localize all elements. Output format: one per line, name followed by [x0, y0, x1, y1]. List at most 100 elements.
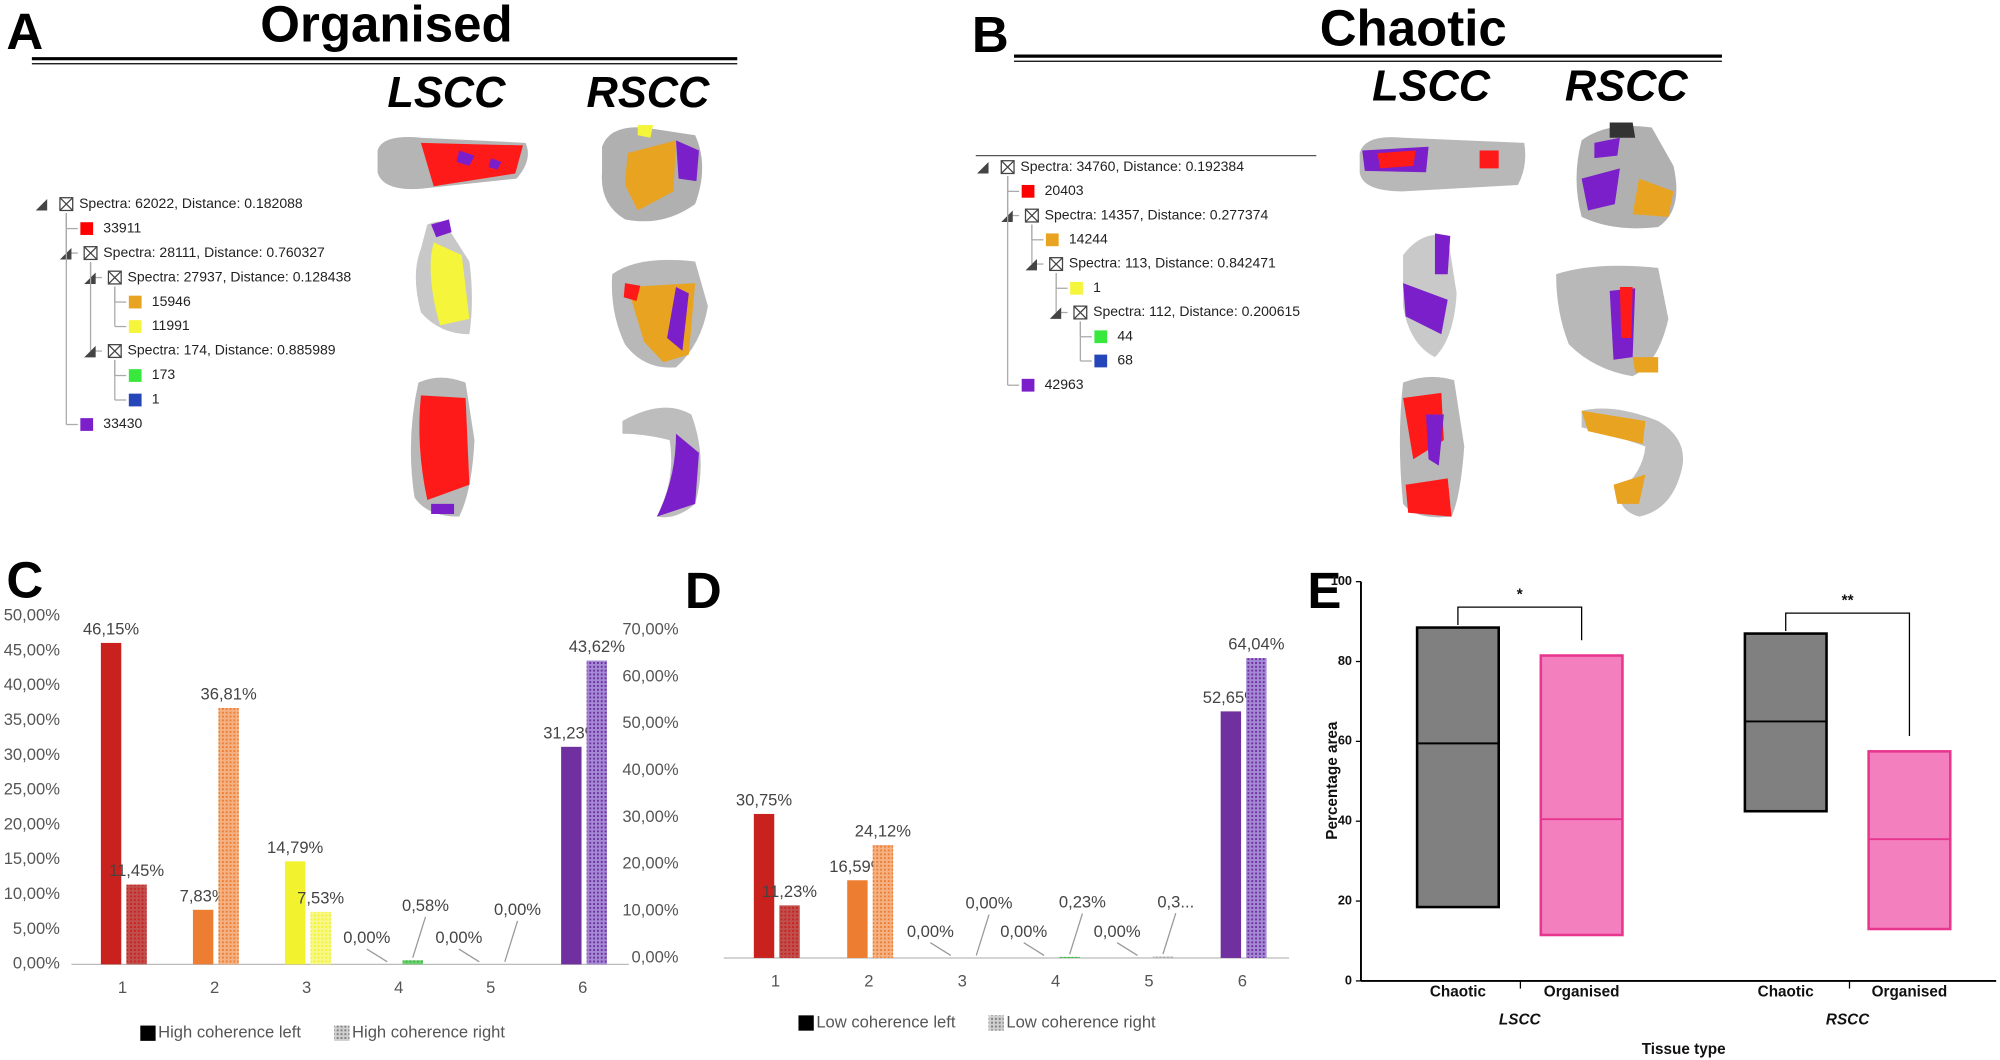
node-icon — [59, 197, 74, 212]
tree-label: 68 — [1117, 352, 1133, 368]
tree-label: 11991 — [152, 317, 190, 333]
leader-line — [1162, 912, 1177, 955]
panel-title: Chaotic — [1320, 0, 1507, 56]
value-label: 14,79% — [267, 838, 323, 857]
node-icon — [1049, 257, 1063, 271]
tree-label: 42963 — [1045, 376, 1084, 392]
leader-line — [458, 948, 480, 963]
leader-line — [504, 920, 519, 962]
significance-bracket — [1785, 612, 1911, 737]
column-label: RSCC — [587, 69, 711, 117]
node-icon — [83, 246, 98, 260]
value-label: 24,12% — [855, 822, 911, 841]
bar — [1152, 956, 1174, 958]
bar — [1246, 658, 1267, 958]
y-tick-label: 60,00% — [622, 666, 678, 685]
x-tick-label: 4 — [394, 978, 403, 997]
tree-label: 33430 — [103, 415, 142, 431]
y-tick-label: 45,00% — [4, 640, 60, 659]
y-tick-label: 60 — [1338, 733, 1352, 748]
value-label: 46,15% — [83, 620, 139, 639]
significance-label: ** — [1842, 593, 1854, 610]
y-tick-label: 70,00% — [622, 620, 678, 639]
x-tick-label: Chaotic — [1758, 983, 1815, 1000]
y-tick-label: 15,00% — [4, 849, 60, 868]
tree-label: 173 — [152, 366, 176, 382]
tree-label: Spectra: 14357, Distance: 0.277374 — [1045, 206, 1269, 222]
y-tick-label: 35,00% — [4, 710, 60, 729]
y-axis-label: Percentage area — [1324, 721, 1341, 840]
x-tick-label: Organised — [1872, 983, 1948, 1000]
y-tick-label: 20,00% — [622, 854, 678, 873]
x-tick-label: 2 — [864, 972, 873, 991]
bar — [100, 642, 122, 965]
bar — [872, 844, 894, 958]
value-label: 16,59% — [829, 857, 885, 876]
legend-swatch — [798, 1015, 814, 1031]
panel-letter: C — [6, 552, 43, 609]
node-icon — [83, 246, 98, 261]
y-tick-label: 20 — [1338, 892, 1352, 907]
leader-line — [1116, 942, 1138, 956]
group-label: RSCC — [1826, 1012, 1870, 1029]
value-label: 0,23% — [1059, 893, 1106, 912]
value-label: 0,00% — [435, 928, 482, 947]
leader-line — [412, 916, 427, 958]
node-icon — [1024, 208, 1039, 223]
y-tick-label: 5,00% — [13, 919, 60, 938]
y-tick-label: 80 — [1338, 653, 1352, 668]
node-icon — [1049, 257, 1064, 272]
tree-label: 1 — [1093, 279, 1101, 295]
box — [1539, 654, 1624, 937]
box — [1415, 626, 1500, 909]
tree-label: 20403 — [1045, 182, 1084, 198]
y-tick-label: 30,00% — [4, 745, 60, 764]
value-label: 0,3... — [1157, 892, 1194, 911]
bar — [1059, 956, 1080, 958]
bar — [126, 884, 147, 965]
bar — [284, 861, 306, 965]
value-label: 0,00% — [343, 928, 390, 947]
color-swatch — [1094, 354, 1108, 368]
y-tick-label: 10,00% — [4, 884, 60, 903]
bar — [586, 660, 608, 965]
y-tick-label: 50,00% — [622, 713, 678, 732]
value-label: 7,83% — [180, 886, 227, 905]
bar — [753, 813, 775, 958]
panel-title: Organised — [260, 0, 512, 53]
leader-line — [930, 942, 952, 956]
color-swatch — [128, 320, 142, 333]
value-label: 64,04% — [1228, 635, 1284, 654]
legend-swatch — [988, 1015, 1004, 1031]
tree-label: Spectra: 62022, Distance: 0.182088 — [79, 195, 303, 211]
x-tick-label: 5 — [1144, 972, 1153, 991]
bar — [561, 746, 582, 965]
y-tick-label: 40 — [1338, 813, 1352, 828]
column-label: LSCC — [1372, 63, 1491, 111]
bar — [779, 905, 800, 958]
group-label: LSCC — [1499, 1012, 1542, 1029]
y-tick-label: 30,00% — [622, 807, 678, 826]
value-label: 11,45% — [109, 861, 164, 880]
value-label: 43,62% — [569, 637, 625, 656]
value-label: 52,65% — [1203, 688, 1259, 707]
value-label: 0,00% — [1000, 922, 1047, 941]
color-swatch — [1045, 233, 1059, 247]
tree-label: 15946 — [152, 293, 191, 309]
node-icon — [1000, 160, 1015, 175]
color-swatch — [1021, 378, 1035, 392]
y-tick-label: 10,00% — [622, 900, 678, 919]
value-label: 0,00% — [1094, 922, 1141, 941]
y-tick-label: 50,00% — [4, 605, 60, 624]
value-label: 31,23% — [543, 723, 599, 742]
legend-label: Low coherence right — [1006, 1012, 1156, 1031]
tree-label: 14244 — [1069, 231, 1108, 247]
node-icon — [1073, 305, 1088, 320]
x-tick-label: 3 — [302, 978, 311, 997]
x-tick-label: 1 — [118, 978, 127, 997]
bar — [310, 911, 331, 965]
y-tick-label: 40,00% — [622, 760, 678, 779]
legend-swatch — [334, 1025, 350, 1041]
tissue-images — [377, 122, 1684, 518]
leader-line — [975, 914, 990, 956]
